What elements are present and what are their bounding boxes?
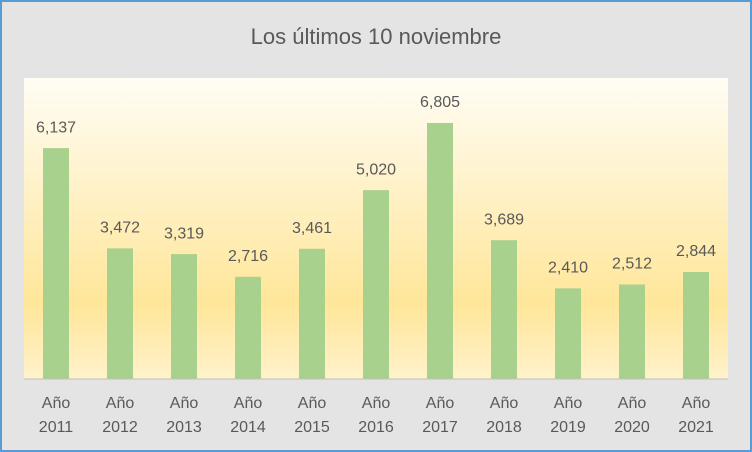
bar	[107, 248, 133, 379]
value-label: 3,472	[100, 220, 140, 237]
x-tick-label: Año 2018	[486, 395, 522, 436]
value-label: 2,410	[548, 260, 588, 277]
x-tick-label: Año 2012	[102, 395, 138, 436]
bar	[299, 248, 325, 379]
bar	[683, 271, 709, 379]
bar	[363, 190, 389, 379]
x-tick-label: Año 2021	[678, 395, 714, 436]
bar	[619, 284, 645, 379]
value-label: 6,137	[36, 119, 76, 136]
bar	[427, 122, 453, 379]
bar	[555, 288, 581, 379]
bar	[171, 254, 197, 379]
x-tick-label: Año 2020	[614, 395, 650, 436]
bar	[43, 148, 69, 379]
value-label: 3,319	[164, 225, 204, 242]
x-tick-label: Año 2014	[230, 395, 266, 436]
x-tick-label: Año 2013	[166, 395, 202, 436]
value-label: 2,844	[676, 243, 716, 260]
value-label: 3,461	[292, 220, 332, 237]
value-label: 3,689	[484, 211, 524, 228]
value-label: 5,020	[356, 161, 396, 178]
x-tick-label: Año 2017	[422, 395, 458, 436]
bar	[491, 240, 517, 379]
value-label: 2,716	[228, 248, 268, 265]
x-tick-label: Año 2011	[38, 395, 74, 436]
chart-title: Los últimos 10 noviembre	[251, 24, 502, 49]
x-tick-label: Año 2016	[358, 395, 394, 436]
x-tick-label: Año 2019	[550, 395, 586, 436]
value-label: 2,512	[612, 256, 652, 273]
x-tick-label: Año 2015	[294, 395, 330, 436]
bar	[235, 276, 261, 379]
value-label: 6,805	[420, 94, 460, 111]
